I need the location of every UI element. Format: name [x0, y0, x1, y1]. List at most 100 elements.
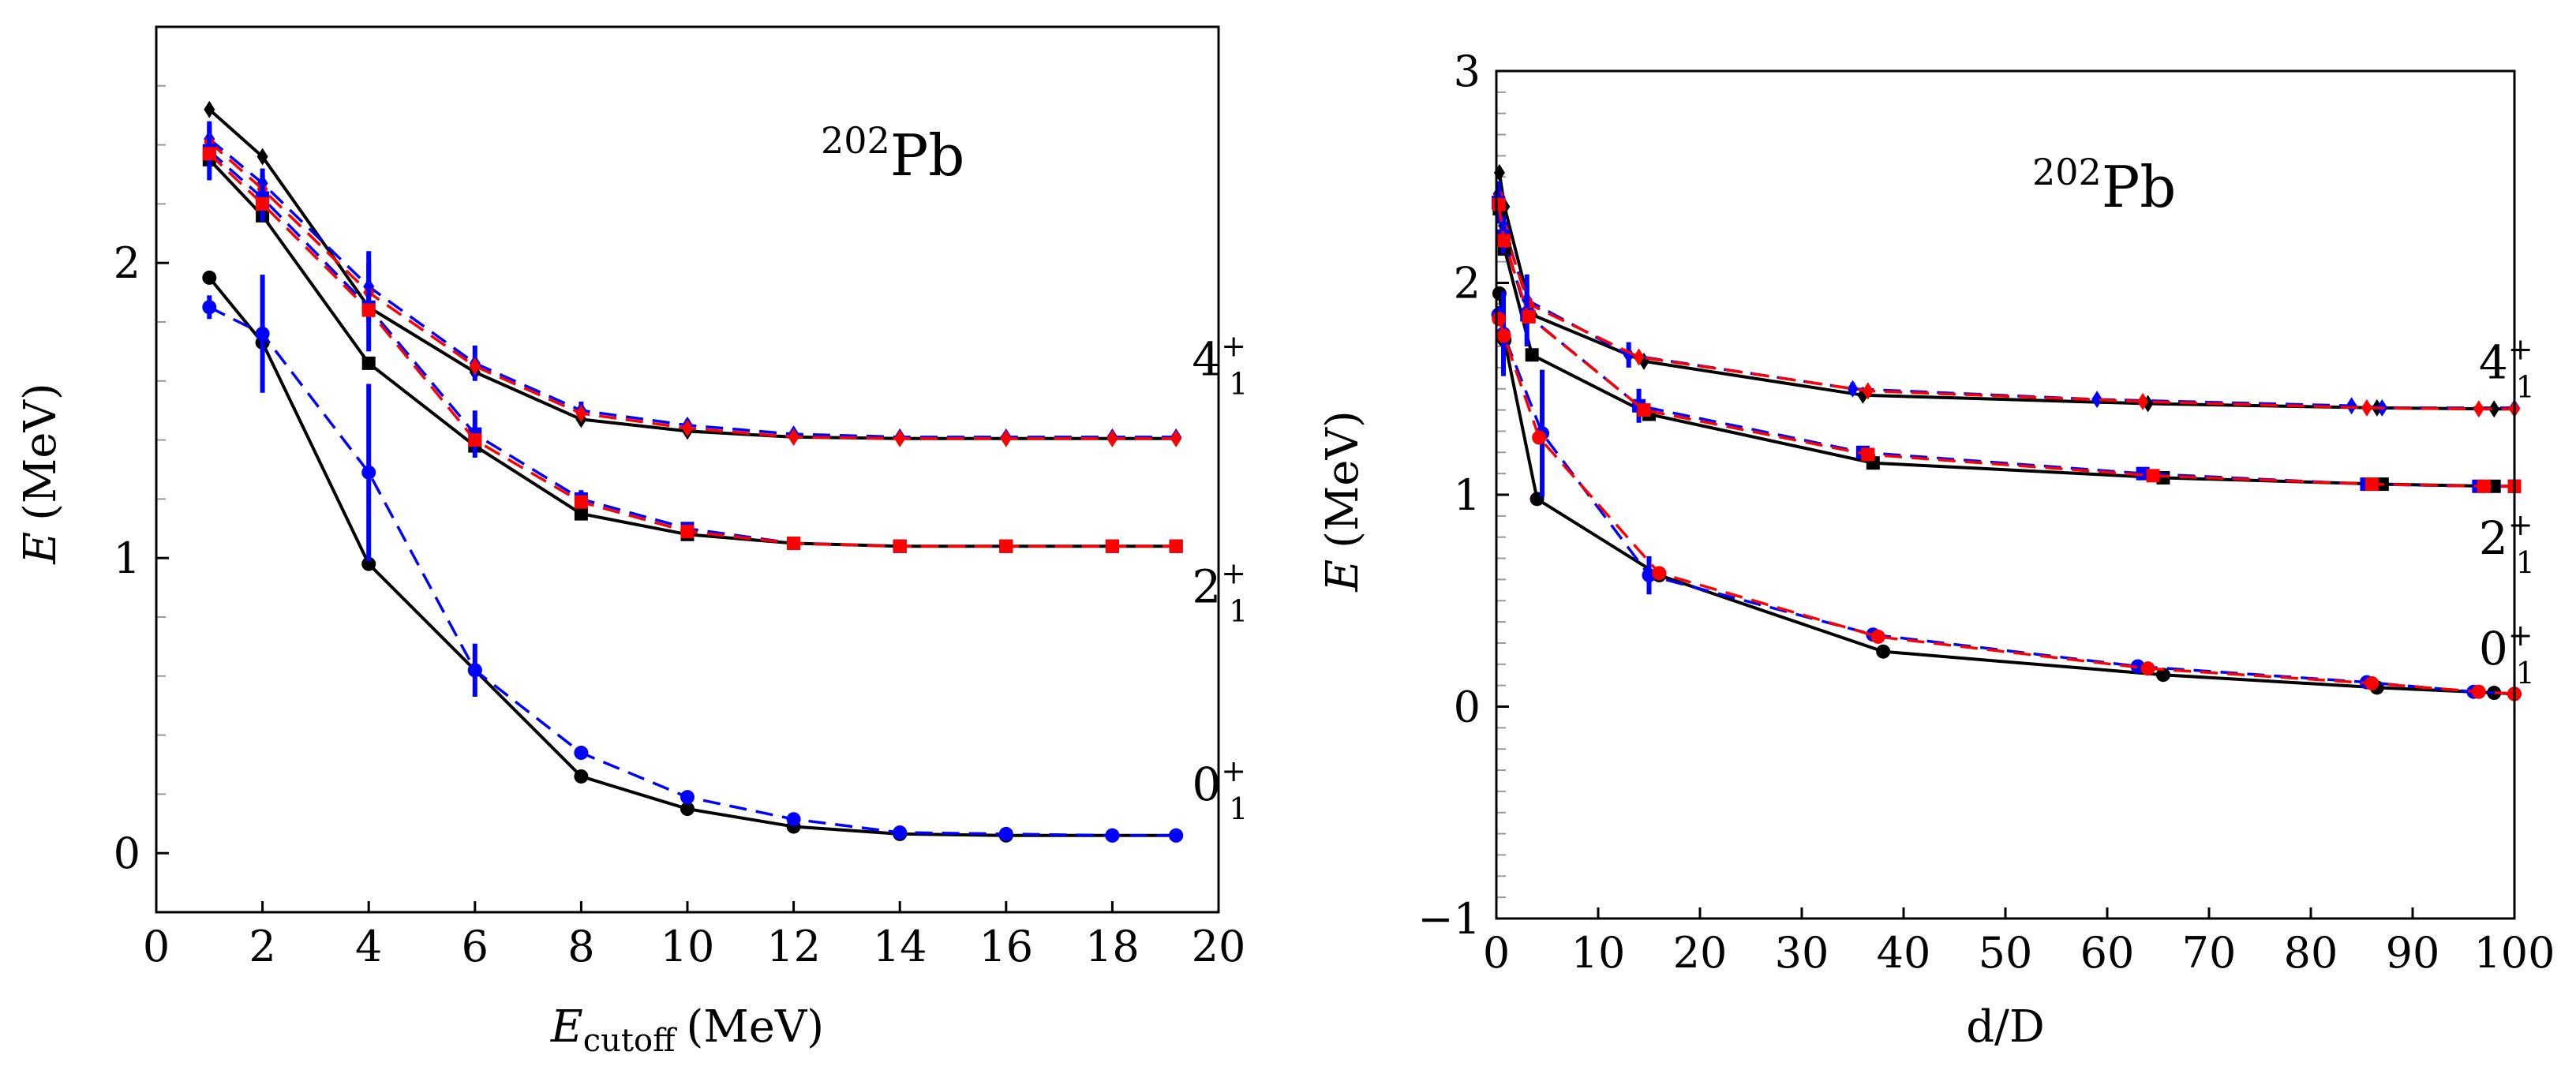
x-tick-label: 50 [1979, 928, 2033, 978]
data-point-s7-6 [786, 812, 801, 827]
chart-right-panel: 0 10 20 30 40 50 60 70 80 90 100−10123202Pbd/DE(Me… [1317, 47, 2555, 1053]
state-label: 2+ 1 [1192, 556, 1248, 628]
data-point-s6-0 [202, 270, 217, 285]
data-point-s2-5 [2137, 392, 2149, 410]
series-line-4-red [208, 140, 1177, 440]
x-tick-label: 100 [2473, 928, 2555, 978]
data-point-s2-5 [682, 419, 693, 437]
data-point-s8-4 [1870, 629, 1885, 644]
data-point-s7-1 [255, 326, 270, 341]
data-point-s0-0 [204, 100, 215, 118]
data-point-s5-2 [1522, 309, 1536, 324]
series-line-0-red [1497, 318, 2515, 696]
y-tick-label: 2 [114, 238, 140, 288]
data-point-s5-3 [468, 433, 482, 447]
x-tick-label: 70 [2182, 928, 2237, 978]
data-point-s7-3 [467, 663, 482, 678]
data-point-s8-5 [2140, 661, 2155, 676]
state-label: 0+ 1 [2479, 618, 2535, 690]
x-axis-label: d/D [1966, 1001, 2045, 1053]
x-tick-label: 20 [1673, 928, 1728, 978]
data-point-s5-9 [1105, 539, 1119, 553]
data-point-s5-5 [680, 525, 695, 539]
series-line-2-red [1497, 204, 2514, 488]
data-point-s7-10 [1169, 828, 1184, 843]
data-point-s2-3 [469, 357, 481, 376]
data-point-s7-5 [680, 790, 695, 805]
series-line-4-blue [1496, 193, 2514, 410]
series-line-0-blue [1496, 314, 2515, 696]
x-tick-label: 0 [143, 922, 170, 971]
data-point-s2-6 [788, 428, 799, 446]
data-point-s0-7 [2488, 400, 2500, 418]
series-line-4-red [1497, 196, 2514, 411]
data-point-s7-4 [574, 746, 589, 761]
data-point-s5-7 [893, 539, 907, 553]
data-point-s5-3 [1637, 403, 1651, 417]
data-point-s5-0 [202, 147, 216, 161]
x-tick-label: 10 [1571, 928, 1626, 978]
data-point-s8-6 [2364, 675, 2379, 690]
y-axis-label: E(MeV) [1317, 410, 1368, 593]
plot-frame [155, 25, 1220, 914]
y-tick-label: 0 [114, 829, 140, 878]
state-label: 2+ 1 [2479, 507, 2535, 580]
series-line-2-blue [1496, 202, 2514, 488]
data-point-s5-0 [1492, 197, 1506, 211]
series-line-2-exact [208, 158, 1177, 548]
data-point-s1-5 [2091, 391, 2103, 409]
data-point-s5-1 [1497, 234, 1511, 248]
data-point-s5-7 [2477, 479, 2491, 493]
data-point-s8-1 [1496, 328, 1511, 343]
data-point-s7-9 [1105, 828, 1120, 843]
data-point-s5-1 [256, 196, 270, 211]
x-tick-label: 12 [766, 922, 821, 971]
data-point-s7-7 [893, 825, 908, 840]
x-tick-label: 10 [661, 922, 715, 971]
x-tick-label: 20 [1192, 922, 1246, 971]
x-tick-label: 0 [1483, 928, 1510, 978]
y-tick-label: 2 [1454, 259, 1481, 309]
y-axis-label: E(MeV) [15, 383, 66, 565]
data-point-s7-0 [202, 300, 217, 315]
data-point-s1-6 [2346, 397, 2357, 415]
state-label: 0+ 1 [1192, 754, 1248, 826]
x-tick-label: 16 [979, 922, 1033, 971]
data-point-s6-4 [574, 769, 589, 784]
data-point-s5-4 [1861, 447, 1875, 462]
data-point-s3-7 [2487, 479, 2501, 493]
data-point-s8-0 [1492, 312, 1507, 327]
data-point-s3-2 [361, 356, 376, 370]
data-point-s6-4 [1876, 644, 1891, 659]
data-point-s2-4 [575, 404, 587, 422]
data-point-s5-8 [999, 539, 1013, 553]
x-axis-label: Ecutoff (MeV) [550, 1001, 824, 1059]
y-tick-label: 3 [1454, 47, 1481, 96]
data-point-s2-6 [2361, 398, 2372, 417]
x-tick-label: 18 [1085, 922, 1140, 971]
series-line-0-exact [1497, 293, 2515, 696]
data-point-s8-7 [2471, 684, 2486, 699]
data-point-s6-5 [2155, 668, 2170, 683]
data-point-s2-7 [894, 429, 906, 447]
data-point-s5-10 [1169, 539, 1183, 553]
plot-frame [1495, 69, 2516, 920]
data-point-s8-2 [1532, 430, 1547, 445]
data-point-s3-2 [1525, 348, 1539, 362]
x-tick-label: 14 [873, 922, 927, 971]
x-tick-label: 90 [2386, 928, 2440, 978]
data-point-s6-5 [680, 802, 695, 817]
data-point-s2-9 [1106, 429, 1118, 447]
series-line-0-blue [208, 305, 1177, 837]
data-point-s5-6 [787, 537, 801, 550]
chart-title: 202Pb [2032, 151, 2176, 220]
data-point-s2-8 [1000, 429, 1012, 447]
series-line-2-exact [1497, 208, 2514, 488]
series-line-4-exact [1497, 172, 2514, 411]
data-point-s8-3 [1652, 566, 1667, 581]
y-tick-label: 1 [1454, 470, 1481, 520]
data-point-s2-3 [1633, 348, 1645, 366]
x-tick-label: 40 [1877, 928, 1931, 978]
series-line-2-blue [208, 149, 1177, 548]
